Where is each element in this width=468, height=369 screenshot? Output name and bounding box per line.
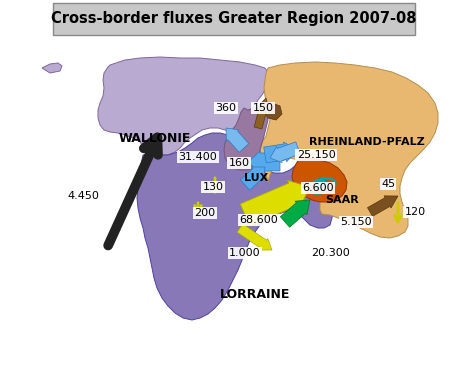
FancyArrow shape bbox=[240, 167, 265, 190]
FancyArrow shape bbox=[270, 142, 300, 163]
Text: LORRAINE: LORRAINE bbox=[220, 289, 290, 301]
FancyArrow shape bbox=[226, 128, 249, 152]
Polygon shape bbox=[42, 63, 62, 73]
Text: 200: 200 bbox=[194, 208, 216, 218]
FancyArrow shape bbox=[237, 224, 272, 250]
Text: Cross-border fluxes Greater Region 2007-08: Cross-border fluxes Greater Region 2007-… bbox=[51, 11, 417, 27]
Text: RHEINLAND-PFALZ: RHEINLAND-PFALZ bbox=[309, 137, 425, 147]
Text: 68.600: 68.600 bbox=[240, 215, 278, 225]
Text: SAAR: SAAR bbox=[325, 195, 359, 205]
Text: 31.400: 31.400 bbox=[179, 152, 217, 162]
FancyArrow shape bbox=[264, 142, 297, 163]
Text: 130: 130 bbox=[203, 182, 224, 192]
Polygon shape bbox=[224, 107, 268, 170]
Text: 6.600: 6.600 bbox=[302, 183, 334, 193]
Text: LUX: LUX bbox=[244, 173, 268, 183]
Text: 360: 360 bbox=[215, 103, 236, 113]
Text: 5.150: 5.150 bbox=[340, 217, 372, 227]
Text: 1.000: 1.000 bbox=[229, 248, 261, 258]
FancyBboxPatch shape bbox=[53, 3, 415, 35]
Text: 4.450: 4.450 bbox=[67, 191, 99, 201]
FancyArrow shape bbox=[240, 180, 310, 226]
Text: 120: 120 bbox=[404, 207, 425, 217]
Text: 160: 160 bbox=[228, 158, 249, 168]
Polygon shape bbox=[264, 103, 282, 120]
FancyArrow shape bbox=[367, 196, 398, 216]
FancyArrow shape bbox=[280, 200, 310, 227]
Text: 25.150: 25.150 bbox=[297, 150, 336, 160]
Polygon shape bbox=[292, 158, 347, 202]
FancyArrow shape bbox=[248, 151, 280, 173]
Text: WALLONIE: WALLONIE bbox=[119, 131, 191, 145]
Polygon shape bbox=[314, 178, 328, 190]
Polygon shape bbox=[260, 62, 438, 238]
Text: 150: 150 bbox=[253, 103, 273, 113]
Polygon shape bbox=[98, 57, 270, 155]
Text: 45: 45 bbox=[381, 179, 395, 189]
FancyArrow shape bbox=[254, 98, 269, 129]
Polygon shape bbox=[137, 133, 342, 320]
Text: 20.300: 20.300 bbox=[312, 248, 351, 258]
